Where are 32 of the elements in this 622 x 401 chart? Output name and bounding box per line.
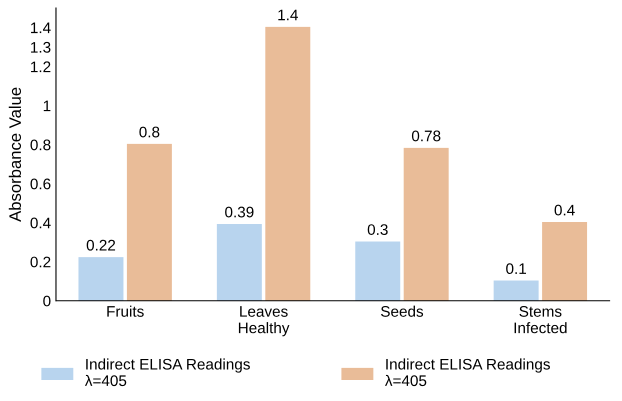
y-tick-label: 0.4 (30, 218, 51, 228)
y-tick-label: 0.2 (30, 256, 50, 268)
bar (404, 148, 449, 301)
bar (216, 224, 262, 301)
x-tick-label: Leaves Healthy (238, 306, 290, 336)
y-tick-label: 0.6 (30, 178, 50, 190)
bar (494, 280, 539, 301)
bar (265, 26, 310, 301)
x-tick-label: Seeds (381, 306, 424, 317)
y-tick-label: 1.4 (31, 22, 51, 34)
bar (542, 222, 588, 301)
bar (78, 257, 124, 301)
data-label: 0.3 (368, 224, 388, 236)
data-label: 0.4 (554, 204, 575, 216)
bar (355, 242, 400, 301)
y-tick-label: 0 (43, 296, 51, 306)
data-label: 0.78 (412, 130, 440, 142)
data-label: 0.1 (506, 263, 526, 274)
data-label: 0.39 (225, 206, 254, 218)
legend-label: Indirect ELISA Readings λ=405 (84, 358, 250, 386)
y-tick-label: 1.2 (31, 61, 50, 72)
x-tick-label: Fruits (107, 306, 144, 317)
y-tick-label: 1.3 (31, 42, 50, 53)
data-label: 1.4 (278, 10, 298, 20)
bar (126, 144, 172, 301)
y-axis-title: Absorbance Value (8, 88, 22, 222)
y-tick-label: 0.8 (30, 139, 50, 150)
y-tick-label: 1 (44, 100, 50, 112)
data-label: 0.22 (86, 240, 116, 251)
legend-label: Indirect ELISA Readings λ=405 (384, 358, 550, 386)
data-label: 0.8 (139, 126, 160, 138)
x-tick-label: Stems Infected (514, 306, 567, 334)
